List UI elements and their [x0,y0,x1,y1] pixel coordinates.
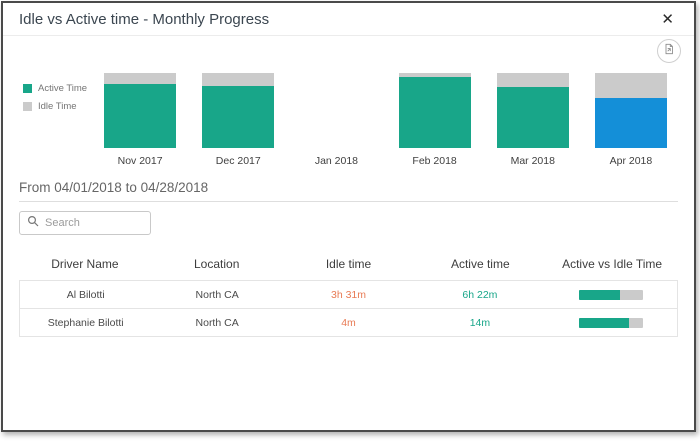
active-vs-idle-bar [579,289,644,300]
close-icon: ✕ [661,10,674,28]
chart-bar-mar-2018[interactable]: Mar 2018 [484,73,582,169]
active-segment [104,84,177,148]
month-label: Feb 2018 [412,155,457,167]
active-time-cell: 6h 22m [462,288,498,301]
table-header-row: Driver Name Location Idle time Active ti… [19,249,678,281]
active-segment [496,87,569,148]
modal-header: Idle vs Active time - Monthly Progress ✕ [3,3,694,36]
month-label: Nov 2017 [117,155,163,167]
month-label: Dec 2017 [215,155,261,167]
table-row[interactable]: Stephanie Bilotti North CA 4m 14m [19,308,678,337]
col-driver-name: Driver Name [51,257,119,271]
active-segment [594,97,667,148]
active-fill [579,317,630,328]
idle-time-cell: 3h 31m [331,288,367,301]
export-file-icon [663,42,675,60]
active-time-cell: 14m [469,316,491,329]
export-chart-button[interactable] [657,39,681,63]
month-label: Mar 2018 [510,155,555,167]
active-vs-idle-cell [546,289,677,301]
legend-item-active: Active Time [23,83,91,94]
chart-bar-nov-2017[interactable]: Nov 2017 [91,73,189,169]
col-active-time: Active time [450,257,510,271]
legend-item-idle: Idle Time [23,101,91,112]
bar-stack [496,73,569,148]
date-range-heading: From 04/01/2018 to 04/28/2018 [19,180,678,202]
bar-stack [300,73,372,148]
stacked-bar-chart: Active Time Idle Time Nov 2017 Dec 2017 Ja… [3,73,694,169]
month-label: Apr 2018 [609,155,653,167]
month-label: Jan 2018 [314,155,359,167]
col-active-vs-idle: Active vs Idle Time [562,257,663,271]
location-cell: North CA [195,288,239,301]
active-vs-idle-bar [579,317,644,328]
chart-bar-dec-2017[interactable]: Dec 2017 [189,73,287,169]
location-cell: North CA [195,316,239,329]
active-time-swatch [23,84,32,93]
col-idle-time: Idle time [325,257,372,271]
bar-stack [398,73,471,148]
table-row[interactable]: Al Bilotti North CA 3h 31m 6h 22m [19,280,678,309]
idle-segment [104,73,177,85]
chart-bar-apr-2018[interactable]: Apr 2018 [582,73,680,169]
legend-label: Idle Time [38,101,77,112]
chart-bar-feb-2018[interactable]: Feb 2018 [386,73,484,169]
chart-bars-area: Nov 2017 Dec 2017 Jan 2018 Feb 2018 Mar 2018… [91,73,680,169]
search-box[interactable] [19,211,151,235]
search-icon [27,214,39,232]
search-input[interactable] [45,217,143,229]
col-location: Location [194,257,240,271]
chart-legend: Active Time Idle Time [3,73,91,169]
idle-segment [202,73,275,86]
idle-segment [398,73,471,77]
driver-name-cell: Stephanie Bilotti [47,316,124,329]
bar-stack [104,73,177,148]
driver-name-cell: Al Bilotti [66,288,105,301]
idle-time-cell: 4m [341,316,356,329]
idle-time-swatch [23,102,32,111]
bar-stack [202,73,275,148]
modal-title: Idle vs Active time - Monthly Progress [19,10,270,28]
active-fill [579,289,621,300]
idle-segment [496,73,569,88]
legend-label: Active Time [38,83,88,94]
idle-segment [594,73,667,98]
bar-stack [594,73,667,148]
idle-vs-active-modal: Idle vs Active time - Monthly Progress ✕… [1,1,696,432]
active-segment [398,76,471,148]
table-body: Al Bilotti North CA 3h 31m 6h 22m Stephanie … [19,280,678,337]
active-vs-idle-cell [546,317,677,329]
close-button[interactable]: ✕ [657,10,678,29]
chart-bar-jan-2018[interactable]: Jan 2018 [287,73,385,169]
drivers-table: Driver Name Location Idle time Active ti… [19,249,678,337]
active-segment [202,85,275,148]
